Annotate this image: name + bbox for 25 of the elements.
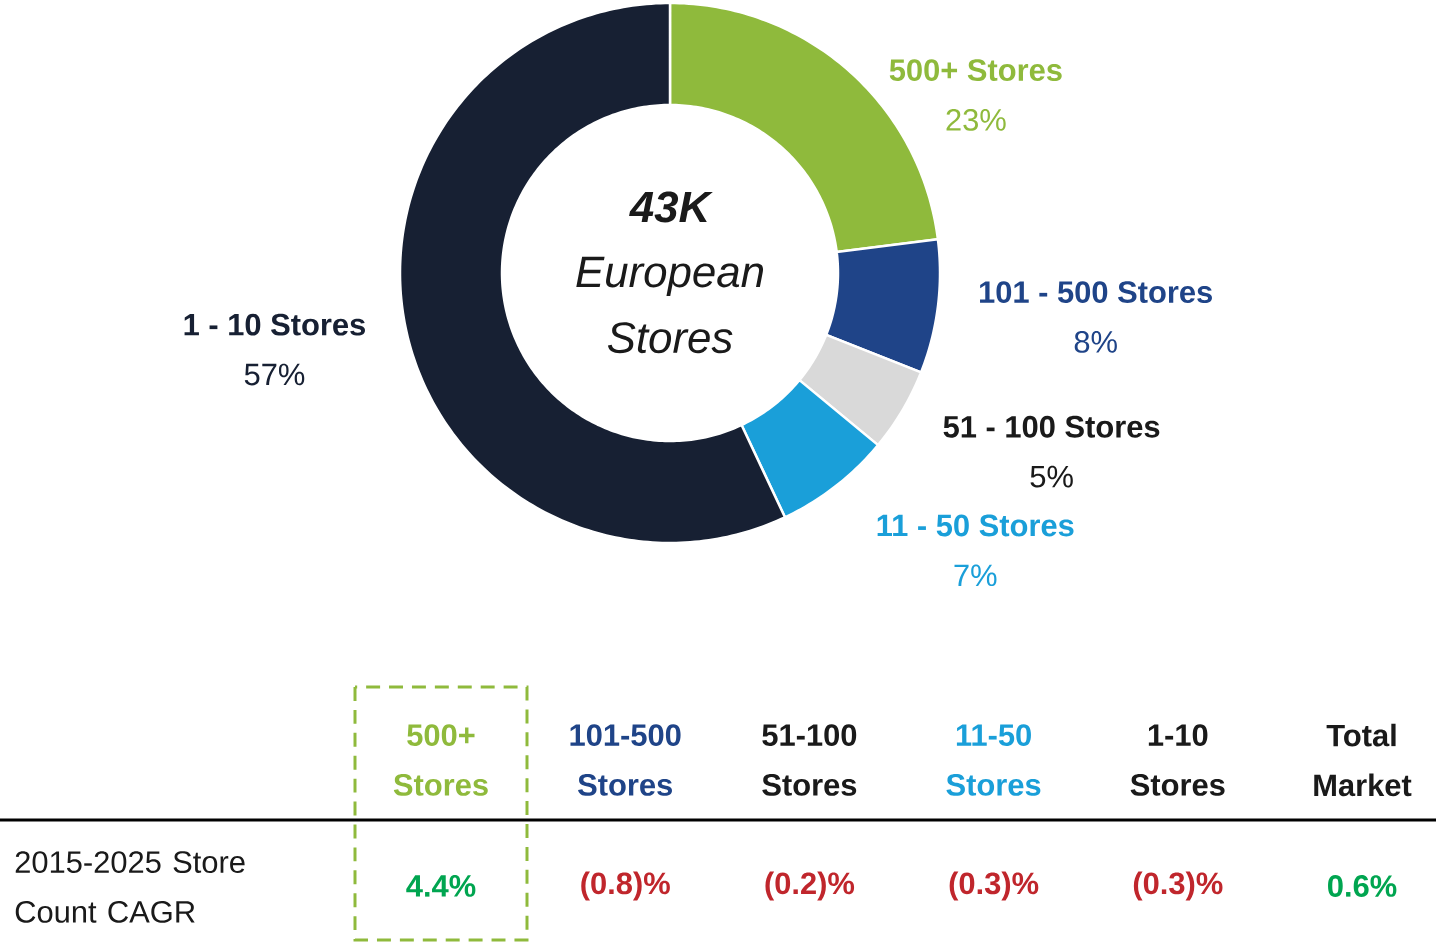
data-label: 5%	[1030, 465, 1073, 488]
data-label: 8%	[1074, 330, 1117, 353]
text: 43K	[629, 191, 713, 223]
slice-label: 500+ Stores	[889, 59, 1062, 82]
text: European Stores	[576, 256, 764, 354]
data-label: 57%	[244, 363, 305, 386]
data-label: (0.3)%	[949, 871, 1039, 901]
text: 2015-2025 Store Count CAGR	[15, 851, 245, 923]
data-label: (0.2)%	[765, 871, 855, 901]
data-label: 0.6%	[1328, 875, 1397, 897]
data-label: (0.3)%	[1133, 871, 1223, 901]
category-label: Total Market	[1314, 723, 1412, 797]
data-label: 7%	[954, 564, 997, 587]
category-label: 11-50 Stores	[946, 724, 1041, 796]
category-label: 101-500 Stores	[570, 724, 681, 796]
slice-label: 101 - 500 Stores	[980, 281, 1212, 304]
data-label: (0.8)%	[581, 871, 670, 901]
category-label: 500+ Stores	[393, 724, 488, 796]
data-label: 4.4%	[406, 875, 476, 897]
data-label: 23%	[946, 108, 1006, 131]
slice-label: 11 - 50 Stores	[877, 514, 1074, 537]
category-label: 51-100 Stores	[762, 724, 857, 796]
slice-label: 1 - 10 Stores	[184, 313, 365, 336]
slice-label: 51 - 100 Stores	[943, 415, 1160, 438]
category-label: 1-10 Stores	[1130, 724, 1225, 796]
